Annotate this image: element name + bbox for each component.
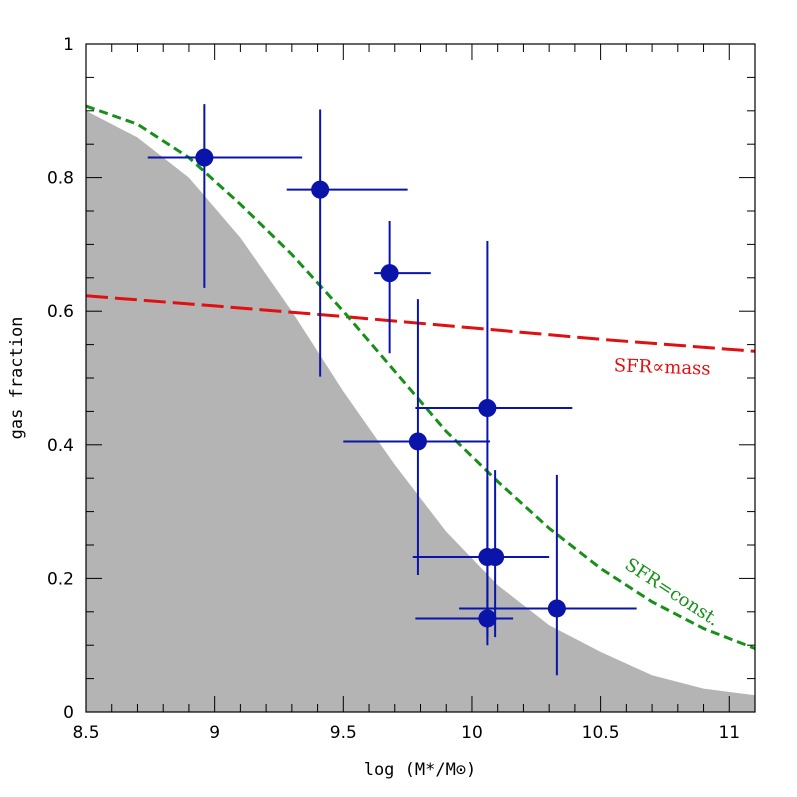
point-marker [195, 148, 214, 167]
model-lines-layer [85, 104, 756, 650]
data-point-2 [286, 109, 408, 377]
point-marker [380, 264, 399, 283]
shaded-region-layer [86, 110, 755, 713]
y-tick-label: 1 [63, 35, 74, 55]
x-tick-label: 9 [209, 723, 220, 743]
y-tick-label: 0.6 [47, 302, 74, 322]
y-axis-label: gas fraction [7, 317, 27, 440]
data-point-3 [374, 221, 431, 354]
data-point-9 [459, 474, 637, 676]
y-tick-label: 0 [63, 703, 74, 723]
x-tick-label: 10 [461, 723, 483, 743]
x-tick-label: 11 [718, 723, 740, 743]
point-marker [311, 180, 330, 199]
point-marker [478, 399, 497, 418]
axes-layer: 8.5 9 9.5 10 10.5 11 0 0.2 0.4 0.6 0.8 1 [47, 35, 756, 743]
y-tick-label: 0.4 [47, 436, 74, 456]
x-tick-label: 9.5 [330, 723, 357, 743]
sfr-mass-line [85, 294, 756, 353]
annotation-sfr-const: SFR=const. [621, 554, 723, 631]
data-point-8 [415, 571, 514, 646]
sfr-const-line [85, 104, 756, 650]
data-point-4 [343, 299, 490, 576]
data-point-1 [147, 104, 303, 288]
point-marker [478, 609, 497, 628]
point-marker [547, 599, 566, 618]
x-axis-label: log (M*/M⊙) [364, 760, 477, 780]
x-tick-label: 8.5 [72, 723, 99, 743]
point-marker [486, 548, 505, 567]
annotation-sfr-mass: SFR∝mass [613, 355, 711, 379]
shaded-region [86, 110, 755, 713]
y-tick-label: 0.8 [47, 169, 74, 189]
data-points-layer [147, 104, 637, 676]
x-tick-label: 10.5 [582, 723, 620, 743]
y-tick-label: 0.2 [47, 569, 74, 589]
point-marker [408, 432, 427, 451]
